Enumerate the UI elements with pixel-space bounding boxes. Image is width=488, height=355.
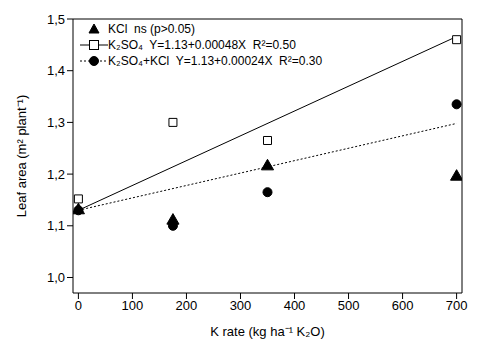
- svg-text:700: 700: [446, 298, 468, 313]
- html-text:K₂SO₄+KCl Y=1.13+0.00024X R²=0: K₂SO₄+KCl Y=1.13+0.00024X R²=0.30: [108, 54, 323, 68]
- svg-text:500: 500: [338, 298, 360, 313]
- svg-text:1,5: 1,5: [47, 12, 65, 27]
- svg-text:1,1: 1,1: [47, 218, 65, 233]
- svg-text:1,4: 1,4: [47, 63, 65, 78]
- svg-text:0: 0: [75, 298, 82, 313]
- svg-text:K rate (kg ha⁻¹ K₂O): K rate (kg ha⁻¹ K₂O): [210, 324, 325, 339]
- html-text:KCl ns (p>0.05): KCl ns (p>0.05): [108, 22, 195, 36]
- svg-text:600: 600: [392, 298, 414, 313]
- svg-text:1,0: 1,0: [47, 270, 65, 285]
- svg-text:Leaf area (m² plant⁻¹): Leaf area (m² plant⁻¹): [14, 95, 29, 218]
- svg-text:1,2: 1,2: [47, 167, 65, 182]
- svg-text:300: 300: [230, 298, 252, 313]
- html-text:K₂SO₄ Y=1.13+0.00048X R²=0.50: K₂SO₄ Y=1.13+0.00048X R²=0.50: [108, 38, 296, 52]
- svg-text:400: 400: [284, 298, 306, 313]
- svg-text:100: 100: [122, 298, 144, 313]
- svg-text:200: 200: [176, 298, 198, 313]
- svg-text:1,3: 1,3: [47, 115, 65, 130]
